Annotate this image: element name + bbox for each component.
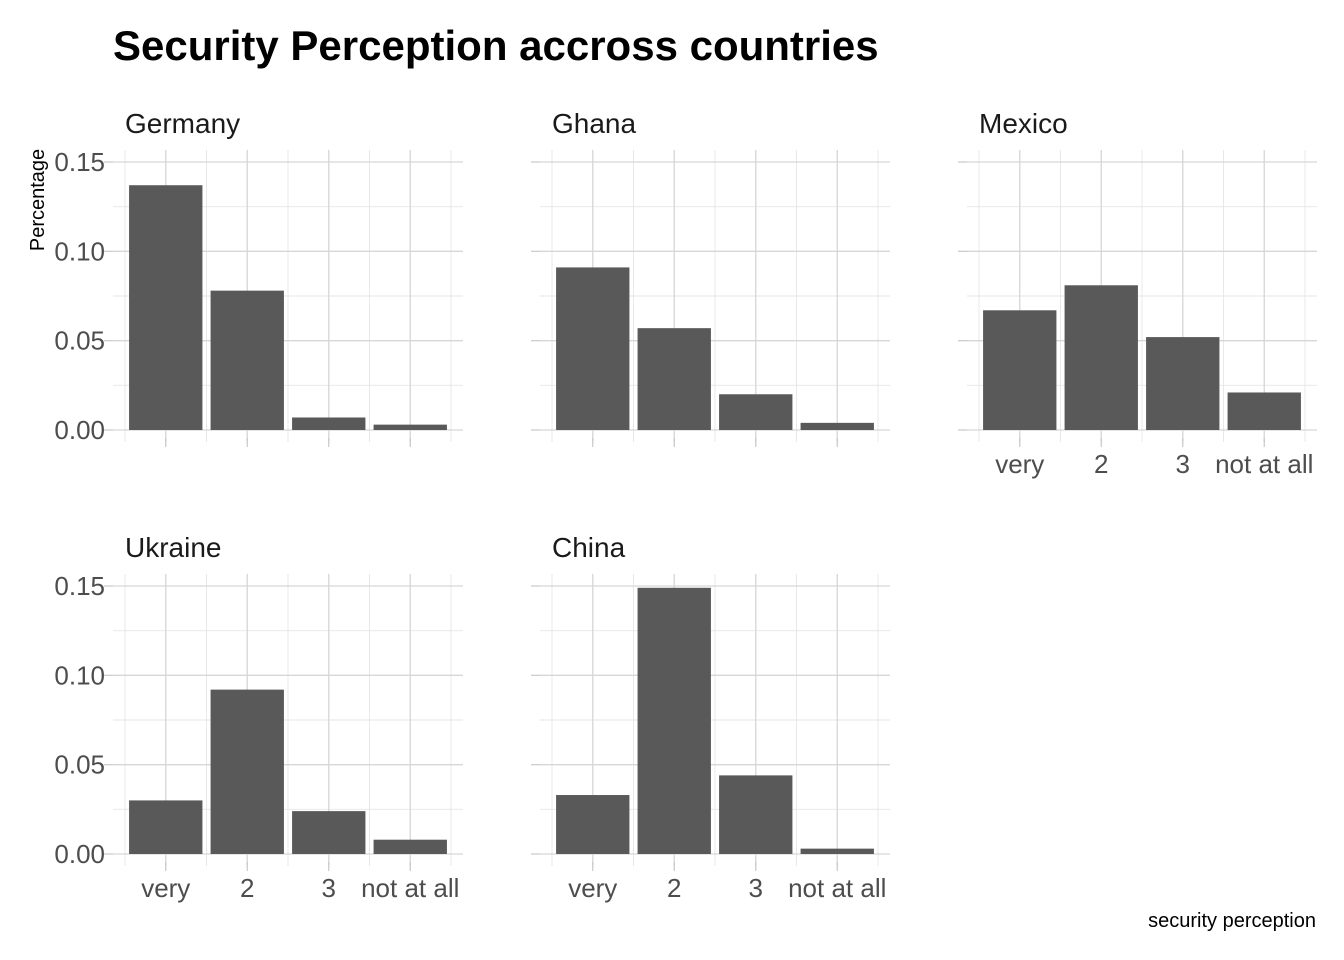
y-tick-label: 0.05 xyxy=(54,326,105,356)
x-tick-label: 2 xyxy=(240,873,254,903)
x-tick-label: 3 xyxy=(322,873,336,903)
y-tick-label: 0.00 xyxy=(54,415,105,445)
facet-panel-ghana: Ghana xyxy=(531,108,890,447)
x-tick-label: 2 xyxy=(667,873,681,903)
bar-mexico-2 xyxy=(1064,285,1138,430)
facet-panels: 0.00 0.05 0.10 0.15 Germany Ghana very 2 3 not at… xyxy=(54,108,1317,903)
y-tick-label: 0.00 xyxy=(54,839,105,869)
x-axis-title: security perception xyxy=(1148,910,1316,932)
facet-panel-mexico: very 2 3 not at all Mexico xyxy=(958,108,1317,479)
bar-ukraine-not-at-all xyxy=(373,839,447,854)
bar-mexico-very xyxy=(983,310,1057,430)
facet-panel-germany: 0.00 0.05 0.10 0.15 Germany xyxy=(54,108,463,447)
bar-mexico-3 xyxy=(1146,337,1220,430)
y-tick-label: 0.15 xyxy=(54,147,105,177)
bar-china-3 xyxy=(719,775,793,854)
x-tick-label: not at all xyxy=(361,873,459,903)
bar-ukraine-2 xyxy=(210,689,284,854)
y-tick-label: 0.10 xyxy=(54,660,105,690)
bar-mexico-not-at-all xyxy=(1227,392,1301,430)
x-tick-label: very xyxy=(568,873,617,903)
x-tick-label: very xyxy=(141,873,190,903)
bar-china-not-at-all xyxy=(800,848,874,854)
bar-germany-not-at-all xyxy=(373,424,447,430)
facet-label-ukraine: Ukraine xyxy=(125,532,221,563)
facet-label-mexico: Mexico xyxy=(979,108,1068,139)
x-tick-label: 2 xyxy=(1094,449,1108,479)
bar-ghana-very xyxy=(556,267,630,430)
chart-title: Security Perception accross countries xyxy=(113,22,879,69)
y-tick-label: 0.10 xyxy=(54,236,105,266)
bar-china-very xyxy=(556,795,630,854)
x-tick-label: not at all xyxy=(788,873,886,903)
bar-ghana-3 xyxy=(719,394,793,430)
facet-label-germany: Germany xyxy=(125,108,240,139)
bar-germany-2 xyxy=(210,290,284,430)
bar-ghana-2 xyxy=(637,328,711,430)
bar-ukraine-very xyxy=(129,800,203,854)
x-tick-label: 3 xyxy=(749,873,763,903)
x-tick-label: 3 xyxy=(1176,449,1190,479)
y-tick-label: 0.15 xyxy=(54,571,105,601)
bar-ukraine-3 xyxy=(292,811,366,854)
facet-panel-china: very 2 3 not at all China xyxy=(531,532,890,903)
bar-germany-very xyxy=(129,185,203,430)
bar-germany-3 xyxy=(292,417,366,430)
facet-panel-ukraine: 0.00 0.05 0.10 0.15 very 2 3 not at all Ukraine xyxy=(54,532,463,903)
y-tick-label: 0.05 xyxy=(54,750,105,780)
facet-label-china: China xyxy=(552,532,626,563)
x-tick-label: very xyxy=(995,449,1044,479)
x-tick-label: not at all xyxy=(1215,449,1313,479)
bar-china-2 xyxy=(637,587,711,854)
y-axis-title: Percentage xyxy=(27,149,49,251)
bar-ghana-not-at-all xyxy=(800,422,874,430)
facet-label-ghana: Ghana xyxy=(552,108,636,139)
